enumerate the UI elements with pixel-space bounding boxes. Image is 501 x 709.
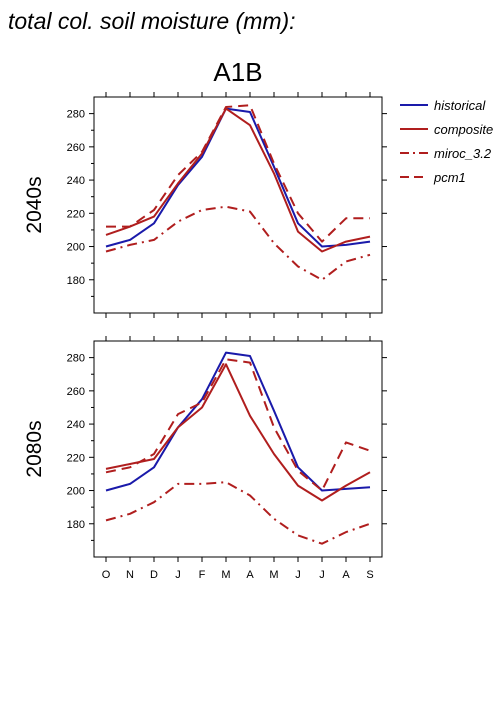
y-tick-label: 240 xyxy=(67,419,85,431)
x-tick-label: M xyxy=(221,569,230,581)
period-label: 2080s xyxy=(23,420,46,477)
legend-label-miroc: miroc_3.2 xyxy=(434,146,492,161)
series-line-pcm1 xyxy=(106,104,370,243)
y-tick-label: 220 xyxy=(67,208,85,220)
chart-panels: 180 200 220 240 260 280 2040s 180 200 220 240 260 28… xyxy=(23,92,387,581)
y-tick-label: 200 xyxy=(67,242,85,254)
x-tick-label: J xyxy=(295,569,301,581)
legend-label-pcm1: pcm1 xyxy=(433,170,466,185)
y-tick-label: 260 xyxy=(67,142,85,154)
plot-frame xyxy=(93,340,383,558)
legend: historical composite miroc_3.2 pcm1 xyxy=(400,98,493,185)
x-tick-label: D xyxy=(150,569,158,581)
y-tick-label: 280 xyxy=(67,353,85,365)
series-line-composite xyxy=(105,107,371,253)
x-tick-label: J xyxy=(319,569,325,581)
period-label: 2040s xyxy=(23,176,46,233)
series-line-miroc-3-2 xyxy=(105,481,371,545)
y-tick-label: 260 xyxy=(67,386,85,398)
x-tick-label: J xyxy=(175,569,181,581)
scenario-title: A1B xyxy=(213,57,262,87)
legend-label-historical: historical xyxy=(434,98,486,113)
x-tick-label: O xyxy=(102,569,111,581)
series-line-composite xyxy=(105,363,371,502)
legend-label-composite: composite xyxy=(434,122,493,137)
series-line-historical xyxy=(105,351,371,492)
series-line-pcm1 xyxy=(105,358,371,492)
x-tick-label: F xyxy=(199,569,206,581)
y-tick-label: 180 xyxy=(67,275,85,287)
chart-panel-1: 180 200 220 240 260 280 2040s xyxy=(23,92,387,318)
y-tick-label: 180 xyxy=(67,519,85,531)
x-tick-label: M xyxy=(269,569,278,581)
y-tick-label: 200 xyxy=(67,486,85,498)
series-line-miroc-3-2 xyxy=(105,205,371,281)
x-tick-label: A xyxy=(246,569,254,581)
plot-frame xyxy=(93,96,383,314)
page-title: total col. soil moisture (mm): xyxy=(8,8,296,34)
series-line-historical xyxy=(105,107,371,248)
y-tick-label: 280 xyxy=(67,109,85,121)
y-tick-label: 220 xyxy=(67,452,85,464)
y-tick-label: 240 xyxy=(67,175,85,187)
x-tick-label: S xyxy=(366,569,373,581)
x-tick-label: A xyxy=(342,569,350,581)
x-tick-label: N xyxy=(126,569,134,581)
chart-panel-2: 180 200 220 240 260 280 O N D J F M A M J J A S 2080s xyxy=(23,336,387,581)
